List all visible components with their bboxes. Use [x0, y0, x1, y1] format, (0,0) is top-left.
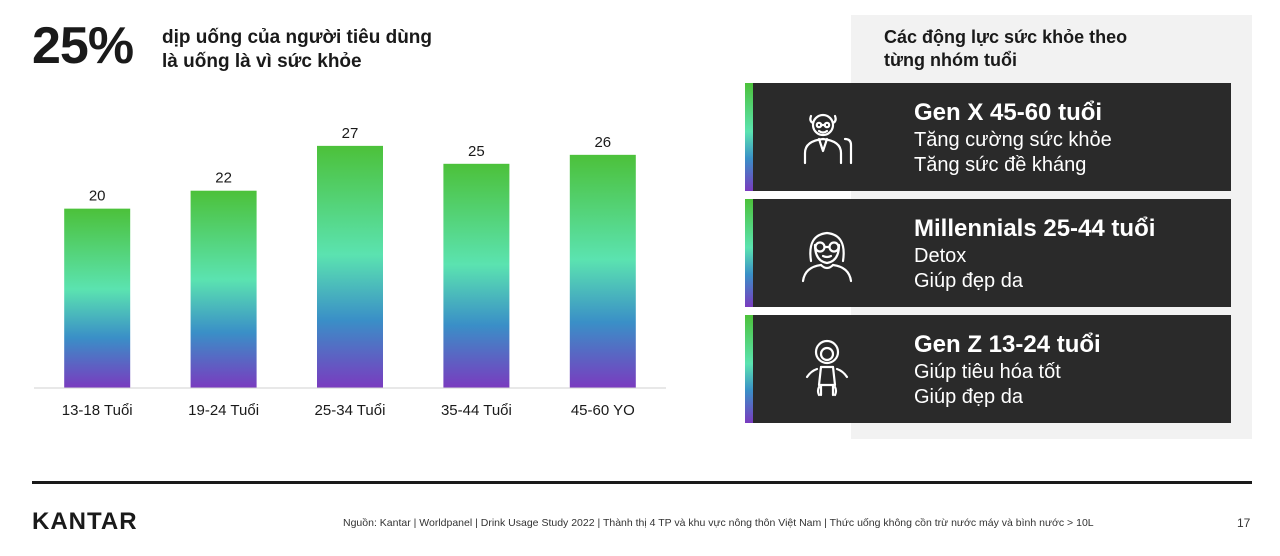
card-line-2: Giúp đẹp da	[914, 386, 1023, 408]
card-title: Gen X 45-60 tuổi	[914, 99, 1103, 126]
data-label-3: 27	[342, 125, 359, 142]
card-line-1: Giúp tiêu hóa tốt	[914, 361, 1061, 383]
headline-text: dịp uống của người tiêu dùng là uống là …	[162, 26, 432, 74]
x-tick-label-5: 45-60 YO	[571, 402, 635, 419]
card-line-2: Tăng sức đề kháng	[914, 154, 1087, 176]
kantar-logo: KANTAR	[32, 508, 138, 535]
x-tick-label-1: 13-18 Tuổi	[62, 402, 133, 419]
page-number: 17	[1237, 516, 1251, 530]
card-gen-x: Gen X 45-60 tuổi Tăng cường sức khỏe Tăn…	[745, 83, 1231, 191]
x-tick-label-4: 35-44 Tuổi	[441, 402, 512, 419]
source-note: Nguồn: Kantar | Worldpanel | Drink Usage…	[343, 517, 1094, 529]
bar-3	[317, 145, 383, 388]
bar-chart: 20 13-18 Tuổi 22 19-24 Tuổi 27 25-34 Tuổi 25 35…	[34, 125, 666, 419]
elderly-person-icon	[803, 113, 853, 165]
card-accent-stripe	[745, 199, 753, 307]
bar-2	[190, 190, 257, 388]
panel-title-line-2: từng nhóm tuổi	[884, 50, 1017, 70]
data-label-5: 26	[594, 134, 611, 151]
x-tick-label-2: 19-24 Tuổi	[188, 402, 259, 419]
footer-divider	[32, 481, 1252, 484]
data-label-2: 22	[215, 170, 232, 187]
card-accent-stripe	[745, 83, 753, 191]
bar-1	[64, 208, 131, 388]
x-tick-label-3: 25-34 Tuổi	[315, 402, 386, 419]
card-line-2: Giúp đẹp da	[914, 270, 1023, 292]
headline-percent: 25%	[32, 17, 134, 75]
card-gen-z: Gen Z 13-24 tuổi Giúp tiêu hóa tốt Giúp …	[745, 315, 1231, 423]
card-line-1: Detox	[914, 245, 967, 267]
card-title: Gen Z 13-24 tuổi	[914, 331, 1101, 358]
bar-5	[569, 154, 636, 388]
panel-title-line-1: Các động lực sức khỏe theo	[884, 27, 1128, 47]
card-line-1: Tăng cường sức khỏe	[914, 129, 1112, 151]
child-icon	[805, 339, 849, 397]
headline-line-2: là uống là vì sức khỏe	[162, 51, 362, 72]
data-label-4: 25	[468, 143, 485, 160]
card-accent-stripe	[745, 315, 753, 423]
card-title: Millennials 25-44 tuổi	[914, 215, 1156, 242]
woman-glasses-icon	[801, 231, 853, 283]
data-label-1: 20	[89, 188, 106, 205]
card-millennials: Millennials 25-44 tuổi Detox Giúp đẹp da	[745, 199, 1231, 307]
bar-4	[443, 163, 510, 388]
panel-title: Các động lực sức khỏe theo từng nhóm tuổ…	[884, 26, 1127, 72]
headline-line-1: dịp uống của người tiêu dùng	[162, 27, 433, 48]
